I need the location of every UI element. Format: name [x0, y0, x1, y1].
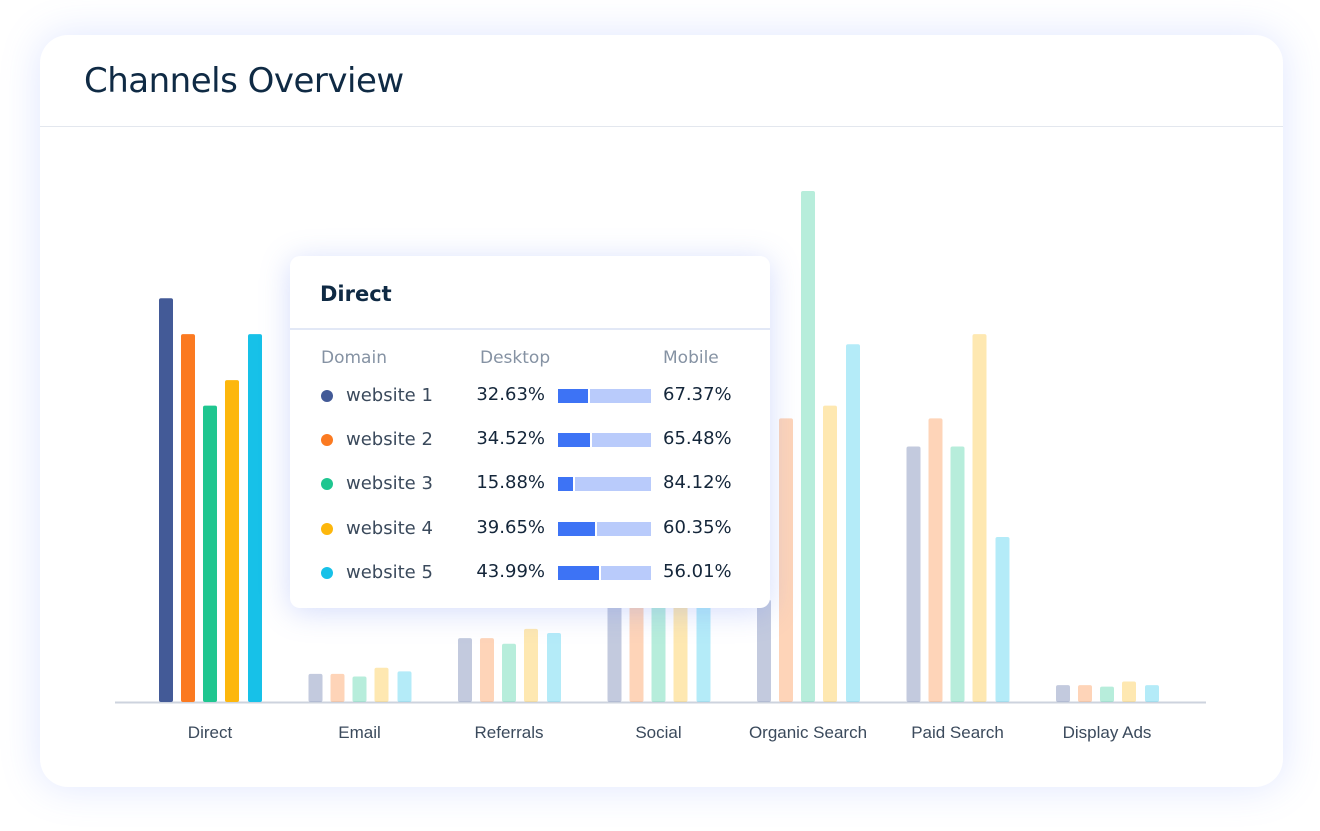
- bar-website-5[interactable]: [1145, 685, 1159, 702]
- mobile-fill: [600, 565, 651, 580]
- bar-website-2[interactable]: [181, 334, 195, 702]
- x-tick-label: Direct: [188, 723, 233, 742]
- bar-website-2[interactable]: [779, 418, 793, 702]
- desktop-percent: 32.63%: [476, 384, 545, 405]
- bar-website-3[interactable]: [950, 446, 965, 703]
- x-tick-label: Social: [635, 723, 681, 742]
- bar-website-3[interactable]: [801, 191, 815, 702]
- desktop-percent: 43.99%: [476, 560, 545, 582]
- bar-website-1[interactable]: [757, 599, 771, 702]
- bar-website-4[interactable]: [673, 589, 688, 702]
- bar-website-3[interactable]: [651, 589, 666, 702]
- bar-website-4[interactable]: [374, 667, 389, 702]
- mobile-fill: [596, 521, 651, 536]
- bar-website-3[interactable]: [352, 676, 367, 702]
- bar-website-1[interactable]: [458, 638, 472, 702]
- bar-website-5[interactable]: [248, 334, 262, 702]
- mobile-fill: [590, 389, 651, 403]
- legend-dot-icon: [321, 522, 333, 535]
- legend-dot-icon: [321, 566, 333, 579]
- split-bar: [558, 433, 651, 448]
- split-bar: [558, 389, 651, 403]
- bar-website-1[interactable]: [607, 589, 622, 702]
- bar-website-4[interactable]: [524, 628, 538, 702]
- bar-website-2[interactable]: [330, 673, 345, 702]
- tooltip-row: website 4 39.65% 60.35%: [290, 514, 770, 544]
- x-tick-label: Display Ads: [1063, 723, 1152, 742]
- tooltip-divider: [290, 328, 770, 330]
- header-domain: Domain: [321, 348, 387, 368]
- bar-website-4[interactable]: [225, 380, 239, 702]
- bar-website-5[interactable]: [995, 536, 1010, 702]
- desktop-percent: 39.65%: [476, 516, 545, 538]
- domain-name: website 3: [346, 473, 433, 495]
- domain-name: website 2: [346, 429, 433, 451]
- x-tick-label: Organic Search: [749, 723, 867, 742]
- desktop-percent: 34.52%: [476, 428, 545, 450]
- card-title: Channels Overview: [84, 61, 404, 101]
- bar-website-4[interactable]: [823, 405, 837, 702]
- bar-website-3[interactable]: [203, 405, 217, 702]
- bar-website-2[interactable]: [480, 638, 494, 702]
- domain-name: website 5: [346, 561, 433, 583]
- bar-website-1[interactable]: [159, 298, 173, 702]
- split-bar: [558, 521, 651, 536]
- desktop-fill: [558, 477, 573, 492]
- desktop-fill: [558, 521, 595, 536]
- bar-website-4[interactable]: [1122, 681, 1136, 702]
- tooltip-title: Direct: [320, 282, 392, 306]
- tooltip-row: website 2 34.52% 65.48%: [290, 425, 770, 455]
- x-tick-label: Paid Search: [911, 723, 1004, 742]
- bar-website-1[interactable]: [1056, 685, 1070, 702]
- mobile-percent: 84.12%: [663, 472, 732, 494]
- mobile-fill: [574, 477, 651, 492]
- split-bar: [558, 477, 651, 492]
- tooltip-row: website 3 15.88% 84.12%: [290, 469, 770, 499]
- bar-website-2[interactable]: [629, 589, 644, 702]
- domain-name: website 4: [346, 517, 433, 539]
- bar-website-5[interactable]: [846, 344, 860, 702]
- mobile-percent: 60.35%: [663, 516, 732, 538]
- desktop-fill: [558, 565, 599, 580]
- mobile-percent: 56.01%: [663, 560, 732, 582]
- x-tick-label: Referrals: [475, 723, 544, 742]
- mobile-percent: 65.48%: [663, 428, 732, 450]
- bar-website-5[interactable]: [547, 633, 561, 702]
- bar-website-2[interactable]: [1078, 685, 1092, 702]
- domain-name: website 1: [346, 385, 433, 406]
- legend-dot-icon: [321, 434, 333, 447]
- bar-website-5[interactable]: [696, 589, 711, 702]
- header-mobile: Mobile: [663, 348, 719, 368]
- tooltip-row: website 5 43.99% 56.01%: [290, 558, 770, 588]
- bar-website-1[interactable]: [906, 446, 921, 703]
- header-divider: [40, 126, 1283, 127]
- bar-website-2[interactable]: [928, 418, 943, 702]
- bar-website-3[interactable]: [502, 643, 516, 702]
- mobile-fill: [592, 433, 651, 448]
- bar-website-5[interactable]: [397, 671, 412, 702]
- bar-website-3[interactable]: [1100, 686, 1114, 702]
- tooltip-row: website 1 32.63% 67.37%: [290, 381, 770, 411]
- bar-website-4[interactable]: [972, 334, 987, 702]
- bar-website-1[interactable]: [308, 673, 323, 702]
- x-tick-label: Email: [338, 723, 381, 742]
- desktop-percent: 15.88%: [476, 472, 545, 494]
- desktop-fill: [558, 433, 591, 448]
- legend-dot-icon: [321, 390, 333, 402]
- mobile-percent: 67.37%: [663, 384, 732, 405]
- desktop-fill: [558, 389, 589, 403]
- header-desktop: Desktop: [480, 348, 551, 368]
- split-bar: [558, 565, 651, 580]
- legend-dot-icon: [321, 478, 333, 491]
- tooltip: Direct Domain Desktop Mobile website 1 3…: [290, 256, 770, 608]
